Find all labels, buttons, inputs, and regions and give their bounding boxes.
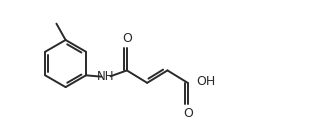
Text: OH: OH [196, 75, 215, 88]
Text: O: O [183, 107, 193, 120]
Text: NH: NH [97, 70, 114, 83]
Text: O: O [122, 32, 132, 45]
